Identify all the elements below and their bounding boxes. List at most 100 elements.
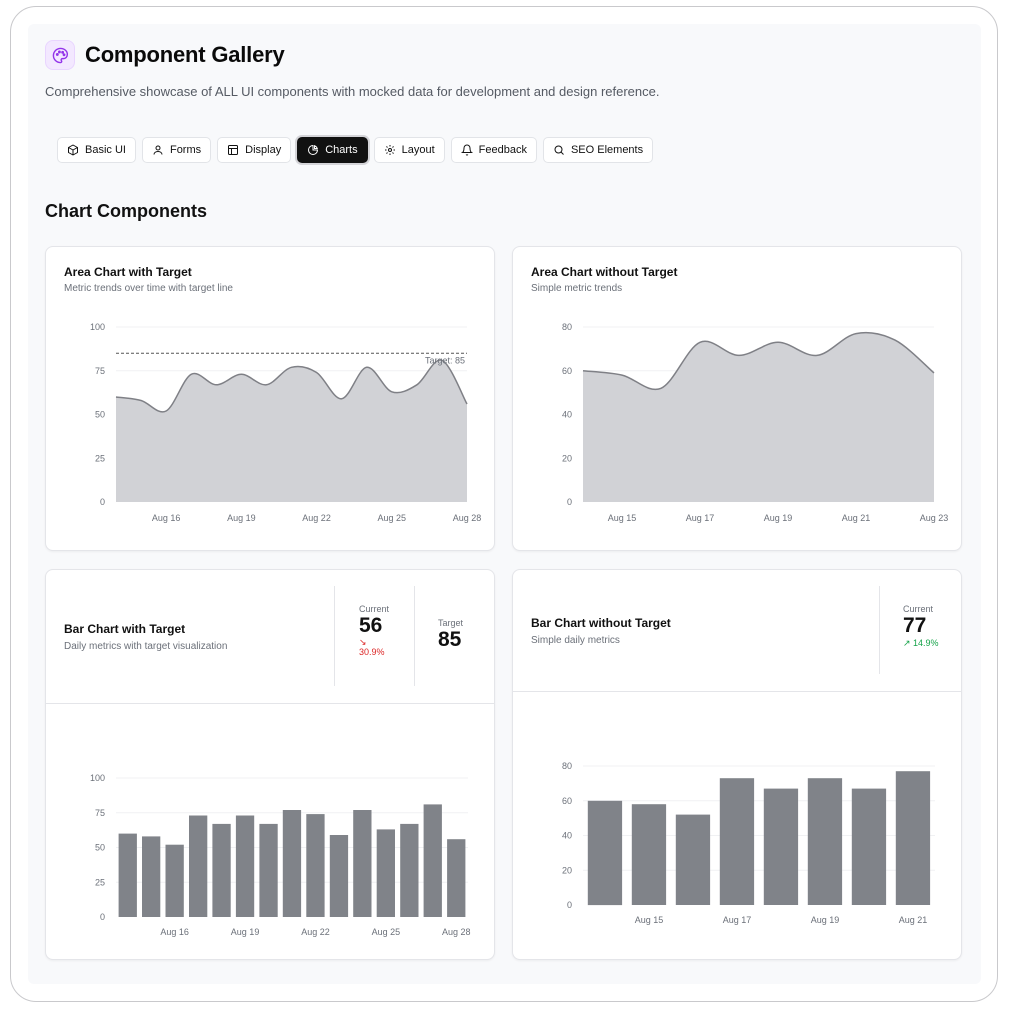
area-chart-target-card: Area Chart with Target Metric trends ove… [45,246,495,551]
change-value: ↗ 14.9% [903,638,939,648]
x-tick-label: Aug 16 [160,927,189,937]
tab-forms[interactable]: Forms [141,137,212,163]
card-title: Bar Chart without Target [531,616,671,630]
y-tick-label: 80 [562,322,572,332]
card-description: Simple daily metrics [531,635,620,646]
x-tick-label: Aug 15 [608,513,637,523]
tab-label: Display [245,144,282,156]
x-tick-label: Aug 19 [811,915,840,925]
y-tick-label: 60 [562,366,572,376]
y-tick-label: 75 [95,808,105,818]
y-tick-label: 25 [95,453,105,463]
tab-label: SEO Elements [570,144,644,156]
user-icon [153,145,163,155]
tab-seo-elements[interactable]: SEO Elements [542,137,654,163]
tab-display[interactable]: Display [217,137,292,163]
divider [334,586,335,686]
bar [353,810,372,917]
bar [235,815,255,917]
series-line [582,331,935,391]
x-tick-label: Aug 22 [302,513,331,523]
search-icon [554,145,564,155]
bar [587,800,623,906]
y-tick-label: 20 [562,865,572,875]
target-stat: Target 85 [438,618,463,652]
current-label: Current [359,604,390,614]
tab-basic-ui[interactable]: Basic UI [57,137,136,163]
tab-label: Layout [401,144,435,156]
bar [259,823,278,917]
y-tick-label: 80 [562,761,572,771]
tab-feedback[interactable]: Feedback [450,137,537,163]
page-subtitle: Comprehensive showcase of ALL UI compone… [45,84,660,99]
area-fill [583,332,934,502]
y-tick-label: 100 [90,773,105,783]
y-tick-label: 0 [100,912,105,922]
y-tick-label: 0 [100,497,105,507]
target-label: Target: 85 [425,355,465,365]
current-value: 77 [903,614,927,637]
y-tick-label: 50 [95,410,105,420]
current-value: 56 [359,614,383,637]
x-tick-label: Aug 19 [231,927,260,937]
y-tick-label: 25 [95,877,105,887]
tab-charts[interactable]: Charts [297,137,368,163]
change-value: 30.9% [359,647,385,657]
card-title: Area Chart with Target [64,265,192,279]
bar [763,788,799,905]
y-tick-label: 0 [567,900,572,910]
x-tick-label: Aug 25 [372,927,401,937]
bar [118,833,137,917]
divider [46,703,494,704]
bar [189,815,208,917]
y-tick-label: 40 [562,831,572,841]
gallery-page: Component Gallery Comprehensive showcase… [28,24,981,984]
tab-label: Forms [169,144,202,156]
x-tick-label: Aug 28 [442,927,471,937]
card-title: Area Chart without Target [531,265,678,279]
tab-bar: Basic UI Forms Display Charts Layout Fee… [57,137,654,163]
y-tick-label: 100 [90,322,105,332]
bar [400,823,419,917]
current-stat: Current 77 ↗ 14.9% [903,604,939,649]
x-tick-label: Aug 15 [635,915,664,925]
y-tick-label: 40 [562,410,572,420]
target-label: Target [438,618,464,628]
x-tick-label: Aug 25 [378,513,407,523]
layout-icon [228,145,239,155]
section-title: Chart Components [45,201,207,221]
tab-label: Charts [325,144,358,156]
palette-icon [45,40,75,70]
x-tick-label: Aug 28 [453,513,482,523]
pie-chart-icon [308,144,319,155]
bar [212,823,231,917]
bar-chart-with-target: 0 25 50 75 100 Aug 16 Aug 19 Aug 22 Aug 25 Aug 28 [90,773,471,937]
bar [719,778,755,905]
bar [631,804,667,905]
bar [675,814,711,905]
x-tick-label: Aug 17 [723,915,752,925]
bar [306,814,325,917]
area-chart-plain-card: Area Chart without Target Simple metric … [512,246,962,551]
bar [165,844,184,917]
bar [895,771,931,905]
y-tick-label: 75 [95,366,105,376]
tab-layout[interactable]: Layout [373,137,445,163]
card-title: Bar Chart with Target [64,622,186,636]
bar [807,778,843,905]
card-description: Metric trends over time with target line [64,283,233,294]
divider [879,586,880,674]
series-line [115,359,468,413]
bar [423,804,442,917]
y-tick-label: 20 [562,453,572,463]
current-label: Current [903,604,934,614]
x-tick-label: Aug 23 [920,513,949,523]
bar [282,810,302,917]
y-tick-label: 0 [567,497,572,507]
tab-label: Feedback [478,144,527,156]
bar [329,835,349,917]
page-title: Component Gallery [85,42,285,67]
target-value: 85 [438,628,462,651]
x-tick-label: Aug 16 [152,513,181,523]
bar [447,839,466,917]
